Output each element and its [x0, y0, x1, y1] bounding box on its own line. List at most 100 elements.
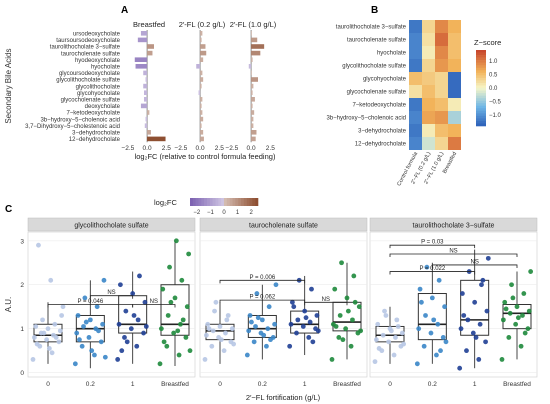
data-point: [438, 348, 443, 354]
significance-label: P = 0.006: [249, 275, 275, 281]
data-point: [288, 321, 294, 327]
heatmap-cell: [448, 85, 461, 98]
fc-bar: [200, 123, 202, 128]
data-point: [428, 330, 434, 336]
data-point: [135, 317, 141, 323]
fc-bar: [144, 90, 148, 95]
legend-swatch-b: [476, 82, 486, 86]
fc-bar: [200, 44, 206, 49]
data-point: [394, 317, 400, 323]
data-point: [254, 291, 260, 296]
heatmap-cell: [448, 20, 461, 33]
data-point: [75, 313, 81, 318]
fc-bar: [200, 57, 204, 62]
x-tick-label-c: 1: [131, 381, 135, 388]
y-tick-label-c: 0: [20, 370, 24, 377]
facet-label-a: 2′-FL (1.0 g/L): [230, 20, 277, 29]
significance-bracket: [89, 295, 134, 299]
significance-bracket: [304, 301, 348, 306]
data-point: [506, 335, 512, 340]
data-point: [231, 341, 237, 347]
data-point: [92, 352, 97, 358]
data-point: [247, 313, 253, 318]
data-point: [521, 291, 527, 296]
fc-bar: [200, 97, 203, 102]
data-point: [209, 343, 215, 349]
data-point: [117, 282, 123, 288]
legend-swatch-b: [476, 113, 486, 117]
legend-swatch-a: [221, 198, 225, 206]
heatmap-cell: [448, 59, 461, 72]
panel-letter-c: C: [5, 204, 12, 215]
data-point: [509, 282, 514, 288]
fc-bar: [251, 83, 254, 89]
data-point: [86, 335, 92, 340]
x-tick-label-c: 0: [218, 381, 222, 388]
fc-bar: [144, 97, 148, 102]
legend-swatch-b: [476, 65, 486, 69]
heatmap-cell: [409, 20, 422, 33]
box-body: [247, 314, 277, 338]
heatmap-cell: [435, 124, 448, 137]
heatmap-cell: [448, 46, 461, 59]
data-point: [33, 324, 39, 329]
heatmap-row-label: taurocholenate sulfate: [347, 38, 407, 44]
data-point: [143, 324, 149, 329]
legend-swatch-b: [476, 77, 486, 81]
legend-tick-b: 0.5: [489, 72, 498, 78]
data-point: [72, 361, 78, 367]
data-point: [337, 313, 343, 318]
data-point: [461, 313, 467, 318]
legend-swatch-b: [476, 72, 486, 76]
box-body: [417, 293, 447, 341]
x-tick-label-a: 2.5: [215, 145, 224, 152]
fc-bar: [196, 64, 201, 69]
legend-swatch-a: [204, 198, 208, 206]
data-point: [172, 295, 178, 301]
fc-bar: [248, 64, 252, 69]
heatmap-cell: [422, 72, 435, 85]
data-point: [244, 352, 250, 358]
x-tick-label-a: −2.5: [121, 145, 134, 152]
x-tick-label-c: 0.2: [428, 381, 437, 388]
data-point: [458, 326, 464, 332]
facet-panel: [199, 231, 368, 378]
data-point: [484, 308, 490, 314]
data-point: [417, 286, 423, 292]
heatmap-cell: [435, 20, 448, 33]
legend-swatch-b: [476, 123, 486, 127]
fc-bar: [251, 130, 257, 135]
data-point: [40, 317, 45, 323]
data-point: [57, 328, 63, 334]
data-point: [520, 313, 525, 318]
y-axis-title-a: Secondary Bile Acids: [4, 49, 13, 124]
data-point: [46, 346, 52, 351]
data-point: [525, 326, 531, 332]
legend-swatch-b: [476, 88, 486, 91]
legend-swatch-b: [476, 120, 486, 124]
fc-bar: [251, 90, 253, 95]
significance-bracket: [389, 253, 518, 257]
x-tick-label-a: −2.5: [174, 145, 187, 152]
legend-swatch-b: [476, 75, 486, 79]
data-point: [77, 337, 82, 343]
data-point: [472, 299, 478, 305]
data-point: [217, 324, 223, 329]
data-point: [518, 343, 524, 349]
data-point: [31, 335, 37, 340]
fc-bar: [251, 70, 252, 76]
data-point: [202, 357, 208, 362]
fc-bar: [137, 37, 148, 43]
data-point: [212, 308, 217, 314]
data-point: [52, 321, 58, 327]
legend-swatch-a: [232, 198, 236, 206]
heatmap-cell: [409, 98, 422, 111]
data-point: [375, 321, 381, 327]
data-point: [251, 339, 257, 345]
data-point: [473, 335, 479, 340]
x-tick-label-a: 0.0: [196, 145, 205, 152]
x-axis-title-c: 2′−FL fortification (g/L): [246, 393, 321, 402]
data-point: [259, 317, 265, 323]
data-point: [225, 313, 231, 318]
legend-swatch-b: [476, 60, 486, 63]
